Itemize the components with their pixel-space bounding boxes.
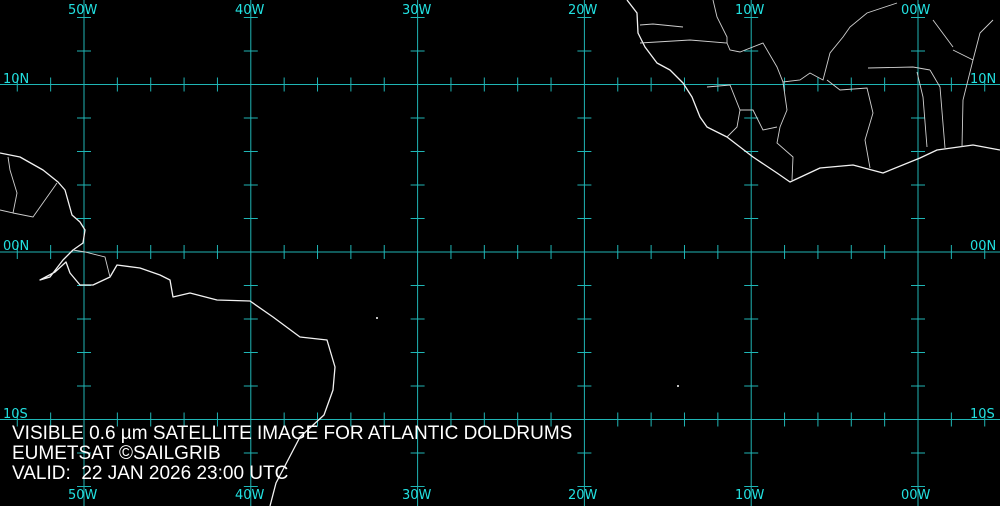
lon-label-top-40w: 40W [235,3,265,18]
lon-label-bottom-40w: 40W [235,488,265,503]
lon-label-bottom-00w: 00W [901,488,931,503]
lat-label-left-10s: 10S [3,407,28,422]
lat-label-right-10s: 10S [970,407,995,422]
lon-label-top-50w: 50W [68,3,98,18]
lat-label-right-00n: 00N [970,239,997,254]
caption-source: EUMETSAT ©SAILGRIB [12,443,221,464]
lon-label-bottom-20w: 20W [568,488,598,503]
west-africa-coastline [376,0,1000,387]
caption-title: VISIBLE 0.6 µm SATELLITE IMAGE FOR ATLAN… [12,423,573,444]
lon-label-top-10w: 10W [735,3,765,18]
lon-label-top-30w: 30W [402,3,432,18]
lat-label-left-00n: 00N [3,239,30,254]
lat-label-left-10n: 10N [3,72,30,87]
lon-label-bottom-50w: 50W [68,488,98,503]
lon-label-top-00w: 00W [901,3,931,18]
lon-label-bottom-10w: 10W [735,488,765,503]
lon-label-top-20w: 20W [568,3,598,18]
lon-label-bottom-30w: 30W [402,488,432,503]
lat-label-right-10n: 10N [970,72,997,87]
image-caption: VISIBLE 0.6 µm SATELLITE IMAGE FOR ATLAN… [12,424,572,484]
south-america-coastline [0,152,336,506]
caption-valid-time: VALID: 22 JAN 2026 23:00 UTC [12,463,289,484]
